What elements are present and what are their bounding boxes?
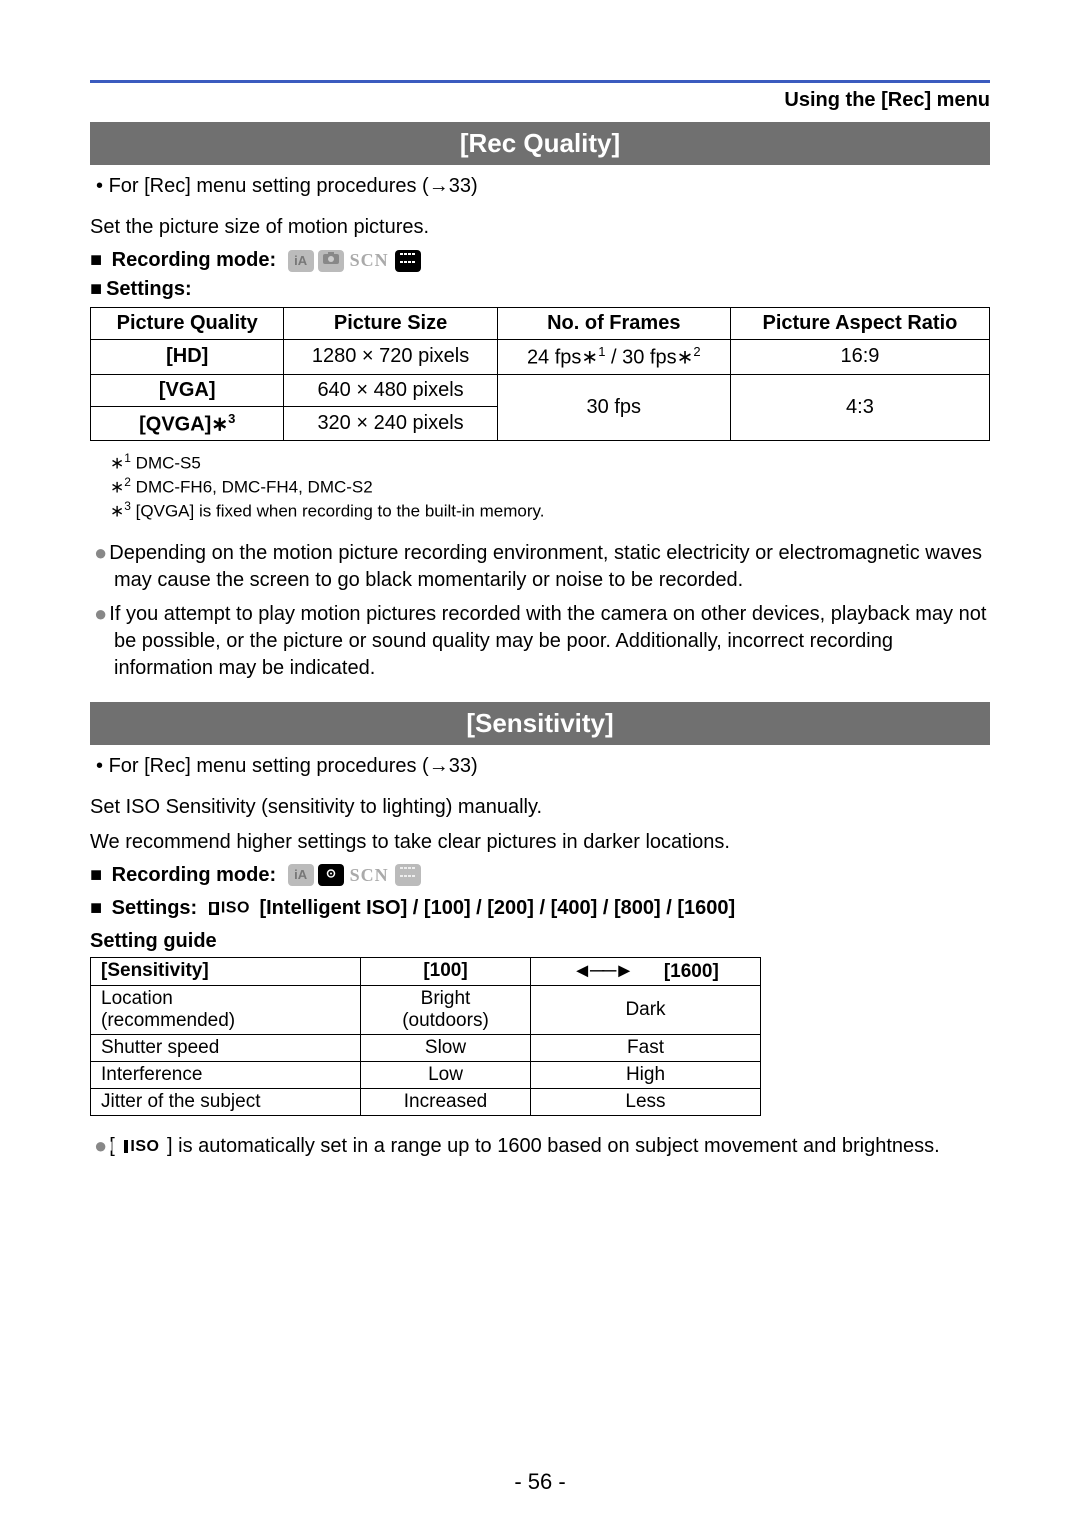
- mode-scn-icon: SCN: [348, 250, 391, 271]
- td-low: Increased: [361, 1088, 531, 1115]
- td-high: Fast: [531, 1034, 761, 1061]
- table-row: Shutter speed Slow Fast: [91, 1034, 761, 1061]
- iso-label: ISO: [221, 899, 250, 916]
- breadcrumb: Using the [Rec] menu: [90, 89, 990, 112]
- mode-camera-icon: [318, 864, 344, 886]
- settings-label: Settings:: [90, 278, 990, 301]
- sensitivity-notes: ●[ ▮ISO ] is automatically set in a rang…: [90, 1130, 990, 1160]
- td-aspect-merged: 4:3: [730, 374, 989, 441]
- sensitivity-desc1: Set ISO Sensitivity (sensitivity to ligh…: [90, 794, 990, 821]
- th-aspect: Picture Aspect Ratio: [730, 308, 989, 340]
- proc-ref: For [Rec] menu setting procedures (→33): [90, 753, 990, 780]
- td-label: Location(recommended): [91, 985, 361, 1034]
- td-label: Interference: [91, 1061, 361, 1088]
- iso-label: ISO: [130, 1137, 159, 1154]
- td-low: Bright(outdoors): [361, 985, 531, 1034]
- recquality-notes: ●Depending on the motion picture recordi…: [90, 537, 990, 682]
- table-row: [HD] 1280 × 720 pixels 24 fps∗1 / 30 fps…: [91, 340, 990, 375]
- iso-auto-icon: ▮: [124, 1140, 128, 1153]
- mode-movie-icon: [395, 864, 421, 886]
- manual-page: Using the [Rec] menu [Rec Quality] For […: [0, 0, 1080, 1535]
- proc-ref: For [Rec] menu setting procedures (→33): [90, 173, 990, 200]
- note-item: ●Depending on the motion picture recordi…: [90, 537, 990, 594]
- th-frames: No. of Frames: [497, 308, 730, 340]
- th-100: [100]: [361, 957, 531, 985]
- td-quality: [QVGA]∗3: [91, 406, 284, 441]
- td-size: 640 × 480 pixels: [284, 374, 497, 406]
- section-header-sensitivity: [Sensitivity]: [90, 702, 990, 745]
- td-label: Shutter speed: [91, 1034, 361, 1061]
- td-frames: 24 fps∗1 / 30 fps∗2: [497, 340, 730, 375]
- td-frames-merged: 30 fps: [497, 374, 730, 441]
- sensitivity-desc2: We recommend higher settings to take cle…: [90, 829, 990, 856]
- td-high: High: [531, 1061, 761, 1088]
- recquality-desc: Set the picture size of motion pictures.: [90, 214, 990, 241]
- recording-mode-label: Recording mode:: [112, 864, 276, 886]
- td-aspect: 16:9: [730, 340, 989, 375]
- td-high: Less: [531, 1088, 761, 1115]
- mode-ia-icon: iA: [288, 250, 314, 272]
- td-size: 320 × 240 pixels: [284, 406, 497, 441]
- page-number: - 56 -: [0, 1469, 1080, 1495]
- td-label: Jitter of the subject: [91, 1088, 361, 1115]
- footnotes: ∗1 DMC-S5 ∗2 DMC-FH6, DMC-FH4, DMC-S2 ∗3…: [90, 451, 990, 522]
- mode-movie-icon: [395, 250, 421, 272]
- td-quality: [HD]: [91, 340, 284, 375]
- recquality-table: Picture Quality Picture Size No. of Fram…: [90, 307, 990, 441]
- iso-auto-icon: ▮: [209, 902, 219, 915]
- mode-scn-icon: SCN: [348, 865, 391, 886]
- td-quality: [VGA]: [91, 374, 284, 406]
- mode-camera-icon: [318, 250, 344, 272]
- top-rule: [90, 80, 990, 83]
- recording-mode-label: Recording mode:: [112, 249, 276, 271]
- td-high: Dark: [531, 985, 761, 1034]
- td-low: Low: [361, 1061, 531, 1088]
- sensitivity-guide-table: [Sensitivity] [100] ◄──► [1600] Location…: [90, 957, 761, 1116]
- mode-ia-icon: iA: [288, 864, 314, 886]
- mode-icons-sensitivity: iA SCN: [288, 864, 421, 886]
- table-row: [VGA] 640 × 480 pixels 30 fps 4:3: [91, 374, 990, 406]
- section-header-recquality: [Rec Quality]: [90, 122, 990, 165]
- td-size: 1280 × 720 pixels: [284, 340, 497, 375]
- recording-mode-line: Recording mode: iA SCN: [90, 864, 990, 887]
- table-row: Jitter of the subject Increased Less: [91, 1088, 761, 1115]
- th-1600: ◄──► [1600]: [531, 957, 761, 985]
- footnote: ∗3 [QVGA] is fixed when recording to the…: [110, 499, 990, 523]
- td-low: Slow: [361, 1034, 531, 1061]
- arrow-double-icon: ◄──►: [572, 960, 632, 982]
- recording-mode-line: Recording mode: iA SCN: [90, 249, 990, 272]
- th-size: Picture Size: [284, 308, 497, 340]
- table-header-row: [Sensitivity] [100] ◄──► [1600]: [91, 957, 761, 985]
- note-item: ●If you attempt to play motion pictures …: [90, 598, 990, 682]
- mode-icons-recquality: iA SCN: [288, 250, 421, 272]
- th-quality: Picture Quality: [91, 308, 284, 340]
- note-item: ●[ ▮ISO ] is automatically set in a rang…: [90, 1130, 990, 1160]
- setting-guide-label: Setting guide: [90, 930, 990, 953]
- footnote: ∗1 DMC-S5: [110, 451, 990, 475]
- footnote: ∗2 DMC-FH6, DMC-FH4, DMC-S2: [110, 475, 990, 499]
- th-sensitivity: [Sensitivity]: [91, 957, 361, 985]
- sensitivity-settings-line: Settings: ▮ISO [Intelligent ISO] / [100]…: [90, 897, 990, 920]
- table-row: Interference Low High: [91, 1061, 761, 1088]
- table-header-row: Picture Quality Picture Size No. of Fram…: [91, 308, 990, 340]
- table-row: Location(recommended) Bright(outdoors) D…: [91, 985, 761, 1034]
